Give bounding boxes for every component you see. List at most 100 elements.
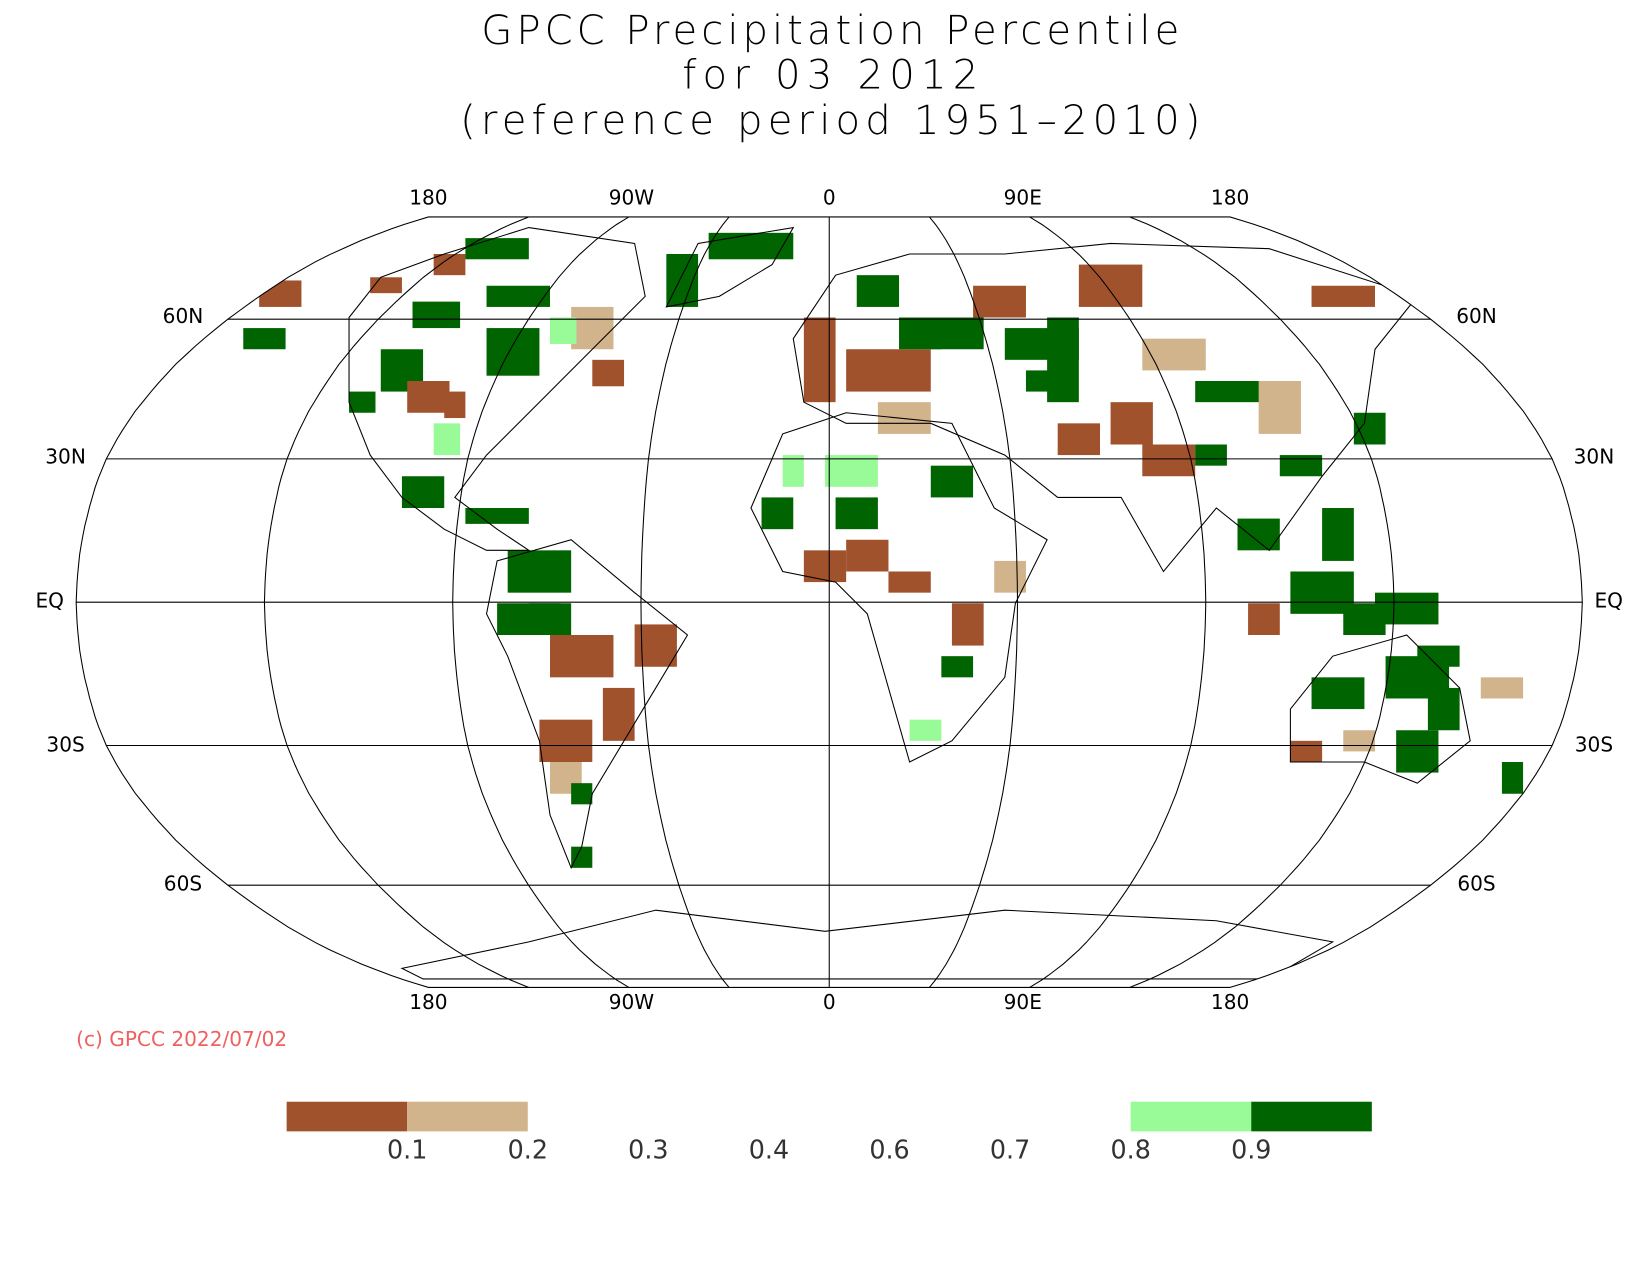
percentile-patch xyxy=(1480,677,1524,699)
percentile-patch xyxy=(243,328,286,350)
lon-label: 90E xyxy=(1004,185,1042,209)
legend-label: 0.9 xyxy=(1231,1134,1271,1164)
lat-label: 30S xyxy=(46,733,84,757)
percentile-patch xyxy=(602,687,635,741)
meridian xyxy=(928,216,1019,988)
coastline xyxy=(792,242,1419,573)
percentile-patch xyxy=(412,301,461,329)
percentile-patch xyxy=(1142,338,1206,371)
percentile-patch xyxy=(941,656,974,678)
lat-label: 30N xyxy=(45,445,86,469)
lat-label: 30N xyxy=(1574,445,1615,469)
percentile-patch xyxy=(1375,592,1439,625)
percentile-patch xyxy=(259,280,302,307)
percentile-patch xyxy=(782,455,804,487)
percentile-patch xyxy=(486,328,540,376)
lat-label: EQ xyxy=(1594,589,1623,613)
meridian xyxy=(640,216,730,988)
percentile-patch xyxy=(1110,402,1153,445)
percentile-patch xyxy=(1025,370,1058,392)
lat-label: 60N xyxy=(1456,304,1497,328)
lat-label: 60S xyxy=(1457,871,1495,895)
lat-label: 60S xyxy=(164,871,202,895)
coastline xyxy=(348,227,646,551)
coastline xyxy=(750,412,1048,763)
percentile-patch xyxy=(994,560,1026,593)
legend-label: 0.2 xyxy=(508,1134,548,1164)
percentile-patch xyxy=(1311,677,1365,710)
percentile-patch xyxy=(1501,762,1524,794)
percentile-patch xyxy=(888,571,931,593)
percentile-patch xyxy=(507,550,572,593)
legend-swatch xyxy=(286,1101,408,1132)
percentile-patch xyxy=(592,359,625,387)
percentile-patch xyxy=(407,381,450,413)
credit: (c) GPCC 2022/07/02 xyxy=(76,1027,287,1051)
percentile-patch xyxy=(1258,381,1301,434)
percentile-patch xyxy=(1078,264,1143,307)
meridian xyxy=(1029,216,1207,988)
percentile-patch xyxy=(444,391,466,419)
title-line: for 03 2012 xyxy=(682,52,978,98)
percentile-patch xyxy=(1396,730,1439,773)
percentile-patch xyxy=(1057,423,1100,456)
lon-label: 0 xyxy=(823,990,836,1014)
percentile-patch xyxy=(1353,412,1386,445)
legend-label: 0.8 xyxy=(1110,1134,1150,1164)
percentile-patch xyxy=(973,285,1026,318)
percentile-patch xyxy=(803,317,836,403)
percentile-patch xyxy=(433,254,466,276)
percentile-patch xyxy=(1290,740,1323,762)
percentile-patch xyxy=(846,539,889,572)
percentile-patch xyxy=(539,719,593,762)
percentile-patch xyxy=(571,846,593,868)
percentile-patch xyxy=(846,349,931,392)
legend-label: 0.3 xyxy=(628,1134,668,1164)
lon-label: 90W xyxy=(609,185,655,209)
coastline xyxy=(665,226,795,308)
percentile-patch xyxy=(909,719,942,741)
meridian xyxy=(1129,216,1395,988)
title-line: GPCC Precipitation Percentile xyxy=(481,8,1179,54)
title-line: (reference period 1951–2010) xyxy=(460,98,1200,144)
legend: 0.1 0.2 0.3 0.4 0.6 0.7 0.8 0.9 xyxy=(286,1101,1372,1164)
percentile-patch xyxy=(930,465,974,498)
lat-label: 30S xyxy=(1575,733,1613,757)
percentile-patch xyxy=(856,275,900,307)
legend-label: 0.1 xyxy=(387,1134,427,1164)
percentile-patch xyxy=(1427,687,1460,731)
map-outline xyxy=(75,216,1583,988)
coastline xyxy=(400,909,1335,980)
lon-label: 0 xyxy=(823,185,836,209)
graticule xyxy=(75,216,1583,988)
percentile-patch xyxy=(433,423,461,456)
coastline xyxy=(485,539,689,870)
percentile-patch xyxy=(1322,508,1354,561)
legend-swatch xyxy=(407,1101,528,1132)
percentile-patch xyxy=(1237,518,1280,551)
percentile-patch xyxy=(708,232,794,260)
lon-label: 180 xyxy=(1211,990,1249,1014)
percentile-patch xyxy=(465,508,529,524)
percentile-patch xyxy=(1248,603,1280,635)
percentile-patch xyxy=(528,603,572,635)
legend-label: 0.6 xyxy=(869,1134,909,1164)
coastline xyxy=(1289,634,1471,784)
percentile-patch xyxy=(951,603,984,646)
percentile-patch xyxy=(1279,455,1323,477)
lon-label: 90E xyxy=(1004,990,1042,1014)
percentile-patch xyxy=(1195,444,1227,466)
percentile-patch xyxy=(550,635,614,678)
percentile-patch xyxy=(1417,645,1460,667)
percentile-patch xyxy=(930,317,984,350)
coastlines xyxy=(348,226,1471,980)
lon-label: 180 xyxy=(409,185,447,209)
percentile-patch xyxy=(401,476,445,508)
percentile-field xyxy=(243,232,1524,868)
meridian xyxy=(263,216,529,988)
percentile-patch xyxy=(571,306,614,350)
lon-label: 90W xyxy=(609,990,655,1014)
percentile-patch xyxy=(1343,730,1375,752)
